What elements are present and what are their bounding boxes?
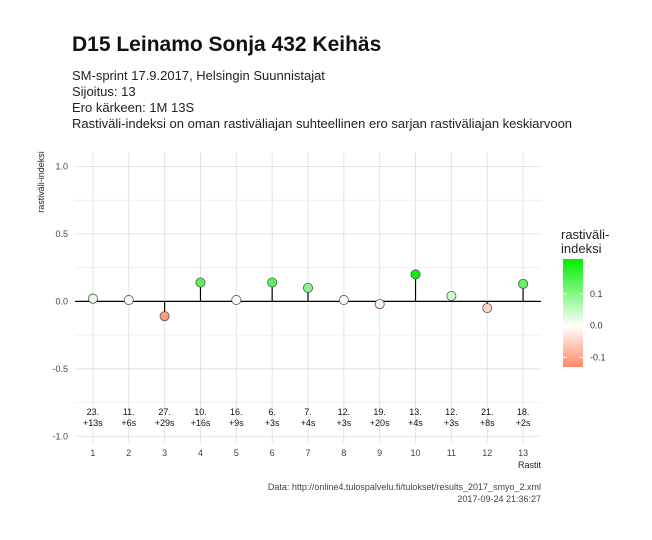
point-label-diff: +9s — [229, 418, 244, 428]
point-label-rank: 18. — [517, 407, 530, 417]
point-label-diff: +13s — [83, 418, 103, 428]
x-tick-label: 8 — [341, 448, 346, 458]
subtitle-line-2: Sijoitus: 13 — [72, 84, 136, 99]
point-label-rank: 12. — [445, 407, 458, 417]
legend: rastiväli- indeksi 0.1 0.0 -0.1 — [561, 227, 609, 367]
point-label-rank: 19. — [373, 407, 386, 417]
y-tick-label: -0.5 — [52, 364, 68, 374]
point-label-diff: +3s — [336, 418, 351, 428]
y-tick-label: 0.0 — [55, 296, 68, 306]
point-label-rank: 21. — [481, 407, 494, 417]
x-tick-label: 10 — [411, 448, 421, 458]
point-label-rank: 13. — [409, 407, 422, 417]
point-label-rank: 10. — [194, 407, 207, 417]
caption-source: Data: http://online4.tulospalvelu.fi/tul… — [268, 482, 541, 492]
data-point — [302, 282, 313, 293]
y-tick-label: -1.0 — [52, 431, 68, 441]
legend-tick-label: 0.1 — [590, 289, 603, 299]
chart-title: D15 Leinamo Sonja 432 Keihäs — [72, 33, 382, 56]
point-label-diff: +16s — [191, 418, 211, 428]
data-point — [231, 295, 242, 306]
point-label-diff: +8s — [480, 418, 495, 428]
caption-timestamp: 2017-09-24 21:36:27 — [457, 494, 541, 504]
annotations: 23.+13s11.+6s27.+29s10.+16s16.+9s6.+3s7.… — [83, 407, 531, 428]
subtitle-line-4: Rastiväli-indeksi on oman rastiväliajan … — [72, 116, 573, 131]
y-tick-label: 0.5 — [55, 229, 68, 239]
point-label-rank: 12. — [338, 407, 351, 417]
point-label-rank: 23. — [87, 407, 100, 417]
legend-ticks: 0.1 0.0 -0.1 — [563, 289, 606, 362]
x-tick-label: 9 — [377, 448, 382, 458]
point-label-rank: 16. — [230, 407, 243, 417]
x-tick-label: 11 — [447, 448, 456, 458]
y-tick-labels: 1.0 0.5 0.0 -0.5 -1.0 — [52, 161, 68, 441]
point-label-rank: 27. — [158, 407, 171, 417]
point-label-diff: +6s — [121, 418, 136, 428]
x-tick-label: 6 — [270, 448, 275, 458]
subtitle-line-1: SM-sprint 17.9.2017, Helsingin Suunnista… — [72, 68, 325, 83]
point-label-diff: +20s — [370, 418, 390, 428]
data-point — [374, 299, 385, 310]
data-point — [410, 269, 421, 280]
x-tick-label: 13 — [518, 448, 528, 458]
points — [87, 269, 529, 322]
x-axis-label: Rastit — [518, 460, 542, 470]
legend-title-line-1: rastiväli- — [561, 227, 609, 242]
point-label-diff: +29s — [155, 418, 175, 428]
data-point — [446, 290, 457, 301]
data-point — [87, 293, 98, 304]
x-tick-label: 4 — [198, 448, 203, 458]
point-label-diff: +3s — [444, 418, 459, 428]
legend-tick-label: 0.0 — [590, 321, 603, 331]
point-label-diff: +4s — [408, 418, 423, 428]
x-tick-label: 7 — [305, 448, 310, 458]
x-tick-label: 3 — [162, 448, 167, 458]
data-point — [338, 295, 349, 306]
subtitle-line-3: Ero kärkeen: 1M 13S — [72, 100, 195, 115]
x-tick-label: 5 — [234, 448, 239, 458]
data-point — [159, 311, 170, 322]
x-tick-labels: 1 2 3 4 5 6 7 8 9 10 11 12 13 — [90, 448, 528, 458]
point-label-rank: 7. — [304, 407, 312, 417]
y-tick-label: 1.0 — [55, 161, 68, 171]
point-label-rank: 11. — [123, 407, 135, 417]
data-point — [518, 278, 529, 289]
y-axis-label: rastiväli-indeksi — [36, 151, 46, 213]
point-label-diff: +4s — [301, 418, 316, 428]
x-tick-label: 12 — [482, 448, 492, 458]
point-label-rank: 6. — [268, 407, 276, 417]
legend-colorbar — [563, 259, 583, 367]
x-tick-label: 2 — [126, 448, 131, 458]
legend-tick-label: -0.1 — [590, 352, 606, 362]
data-point — [267, 277, 278, 288]
point-label-diff: +3s — [265, 418, 280, 428]
data-point — [123, 295, 134, 306]
point-label-diff: +2s — [516, 418, 531, 428]
legend-title-line-2: indeksi — [561, 241, 602, 256]
data-point — [195, 277, 206, 288]
x-tick-label: 1 — [90, 448, 95, 458]
data-point — [482, 303, 493, 314]
